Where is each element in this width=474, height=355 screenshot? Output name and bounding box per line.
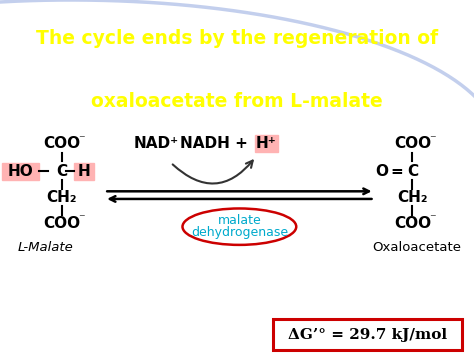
FancyArrowPatch shape [173, 160, 253, 184]
Text: ⁻: ⁻ [78, 213, 85, 225]
Text: L-Malate: L-Malate [17, 241, 73, 254]
FancyBboxPatch shape [74, 163, 94, 180]
Text: NADH +: NADH + [181, 136, 254, 151]
Text: O: O [375, 164, 388, 179]
Text: NAD⁺: NAD⁺ [134, 136, 179, 151]
Text: C: C [407, 164, 418, 179]
Text: ⁻: ⁻ [429, 133, 436, 146]
Ellipse shape [182, 208, 296, 245]
Text: ⁻: ⁻ [78, 133, 85, 146]
Text: ⁻: ⁻ [429, 213, 436, 225]
Text: HO: HO [8, 164, 34, 179]
Text: oxaloacetate from L-malate: oxaloacetate from L-malate [91, 92, 383, 110]
Text: malate: malate [218, 214, 261, 227]
Text: Oxaloacetate: Oxaloacetate [373, 241, 462, 254]
Text: COO: COO [394, 136, 431, 151]
Text: CH₂: CH₂ [397, 190, 428, 205]
Text: The cycle ends by the regeneration of: The cycle ends by the regeneration of [36, 29, 438, 48]
Text: COO: COO [394, 216, 431, 231]
Text: =: = [391, 164, 403, 179]
Text: COO: COO [43, 216, 80, 231]
FancyBboxPatch shape [2, 163, 39, 180]
Text: COO: COO [43, 136, 80, 151]
Text: C: C [56, 164, 67, 179]
Text: ΔG’° = 29.7 kJ/mol: ΔG’° = 29.7 kJ/mol [288, 328, 447, 342]
Text: CH₂: CH₂ [46, 190, 77, 205]
FancyBboxPatch shape [255, 136, 278, 152]
Text: H: H [78, 164, 91, 179]
FancyBboxPatch shape [273, 319, 462, 350]
Text: H⁺: H⁺ [256, 136, 277, 151]
Text: dehydrogenase: dehydrogenase [191, 226, 288, 239]
